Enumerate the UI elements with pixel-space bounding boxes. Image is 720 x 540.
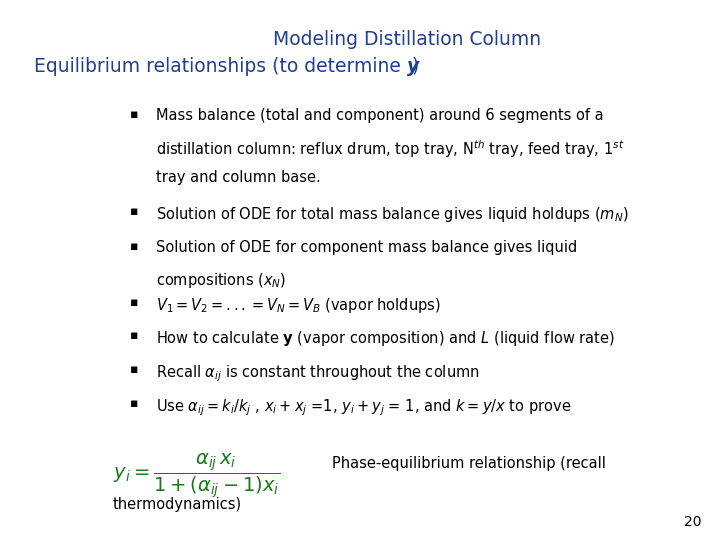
- Text: y: y: [407, 57, 419, 76]
- Text: tray and column base.: tray and column base.: [156, 170, 321, 185]
- Text: Equilibrium relationships (to determine: Equilibrium relationships (to determine: [34, 57, 407, 76]
- Text: $\mathit{y_i} = \dfrac{\alpha_{ij}\, x_i}{1+(\alpha_{ij}-1)x_i}$: $\mathit{y_i} = \dfrac{\alpha_{ij}\, x_i…: [112, 451, 280, 500]
- Text: ▪: ▪: [130, 205, 139, 218]
- Text: 20: 20: [684, 515, 701, 529]
- Text: ▪: ▪: [130, 108, 139, 121]
- Text: Mass balance (total and component) around 6 segments of a: Mass balance (total and component) aroun…: [156, 108, 604, 123]
- Text: compositions ($\mathit{x_N}$): compositions ($\mathit{x_N}$): [156, 271, 287, 290]
- Text: thermodynamics): thermodynamics): [112, 497, 242, 512]
- Text: Use $\alpha_{ij} = k_i/k_j$ , $x_i + x_j$ =1, $y_i + y_j$ = 1, and $k = y/x$ to : Use $\alpha_{ij} = k_i/k_j$ , $x_i + x_j…: [156, 397, 572, 417]
- Text: Modeling Distillation Column: Modeling Distillation Column: [273, 30, 541, 49]
- Text: Solution of ODE for component mass balance gives liquid: Solution of ODE for component mass balan…: [156, 240, 577, 255]
- Text: Solution of ODE for total mass balance gives liquid holdups ($\mathit{m_N}$): Solution of ODE for total mass balance g…: [156, 205, 629, 224]
- Text: ▪: ▪: [130, 240, 139, 253]
- Text: Phase-equilibrium relationship (recall: Phase-equilibrium relationship (recall: [332, 456, 606, 471]
- Text: $V_1 = V_2 = ... = V_N = V_B$ (vapor holdups): $V_1 = V_2 = ... = V_N = V_B$ (vapor hol…: [156, 296, 441, 315]
- Text: Recall $\alpha_{ij}$ is constant throughout the column: Recall $\alpha_{ij}$ is constant through…: [156, 363, 480, 384]
- Text: distillation column: reflux drum, top tray, N$^{th}$ tray, feed tray, 1$^{st}$: distillation column: reflux drum, top tr…: [156, 139, 625, 160]
- Text: ): ): [412, 57, 419, 76]
- Text: ▪: ▪: [130, 329, 139, 342]
- Text: ▪: ▪: [130, 363, 139, 376]
- Text: ▪: ▪: [130, 296, 139, 309]
- Text: How to calculate $\mathbf{y}$ (vapor composition) and $\mathbf{\mathit{L}}$ (liq: How to calculate $\mathbf{y}$ (vapor com…: [156, 329, 616, 348]
- Text: ▪: ▪: [130, 397, 139, 410]
